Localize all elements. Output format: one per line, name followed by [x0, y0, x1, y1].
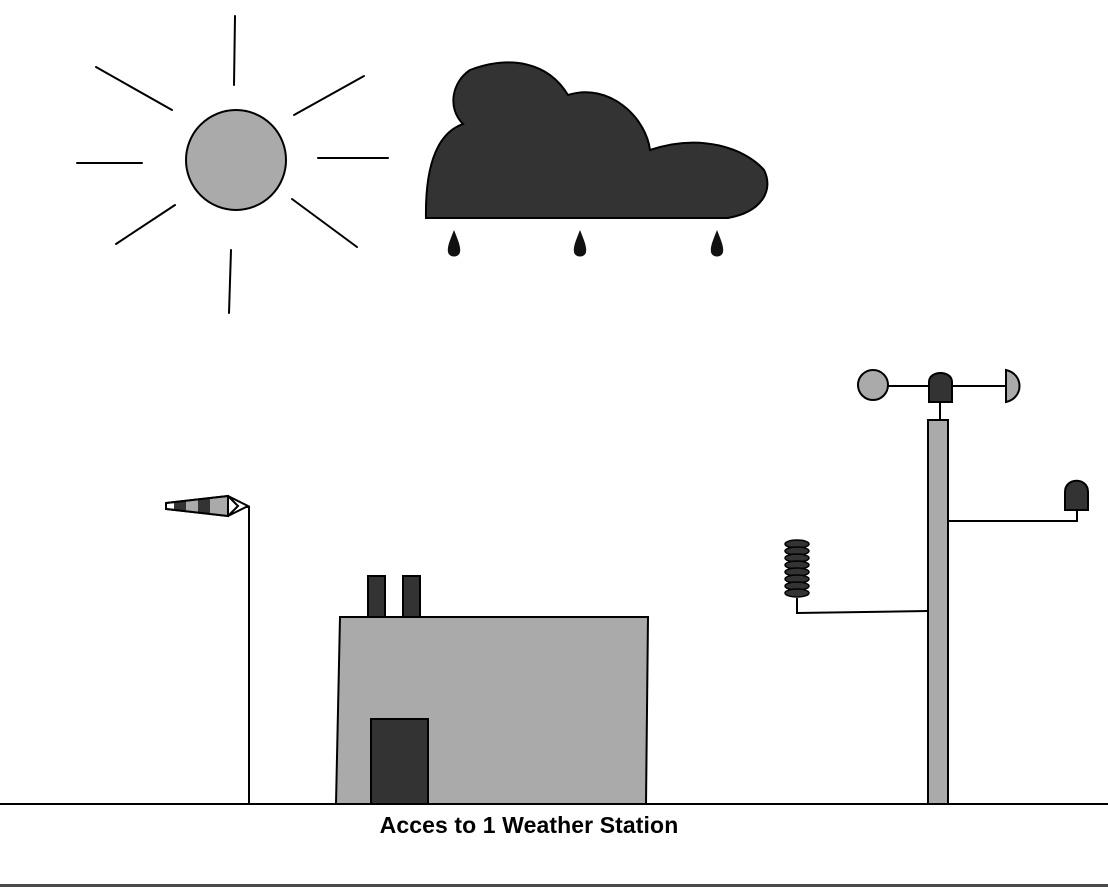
rain-cloud-icon — [424, 61, 769, 257]
caption: Acces to 1 Weather Station — [379, 812, 679, 838]
raindrop — [710, 230, 724, 257]
building-door — [370, 718, 429, 805]
raindrop — [573, 230, 587, 257]
raindrop — [447, 230, 461, 257]
windsock-icon — [165, 494, 251, 804]
radiation-shield-icon — [1064, 479, 1089, 511]
bottom-divider — [0, 884, 1108, 887]
station-building — [334, 575, 650, 805]
rain-gauge-icon — [784, 539, 810, 598]
instrument-mast — [796, 402, 1078, 805]
sun-icon — [76, 15, 389, 314]
anemometer-icon — [857, 368, 1021, 404]
